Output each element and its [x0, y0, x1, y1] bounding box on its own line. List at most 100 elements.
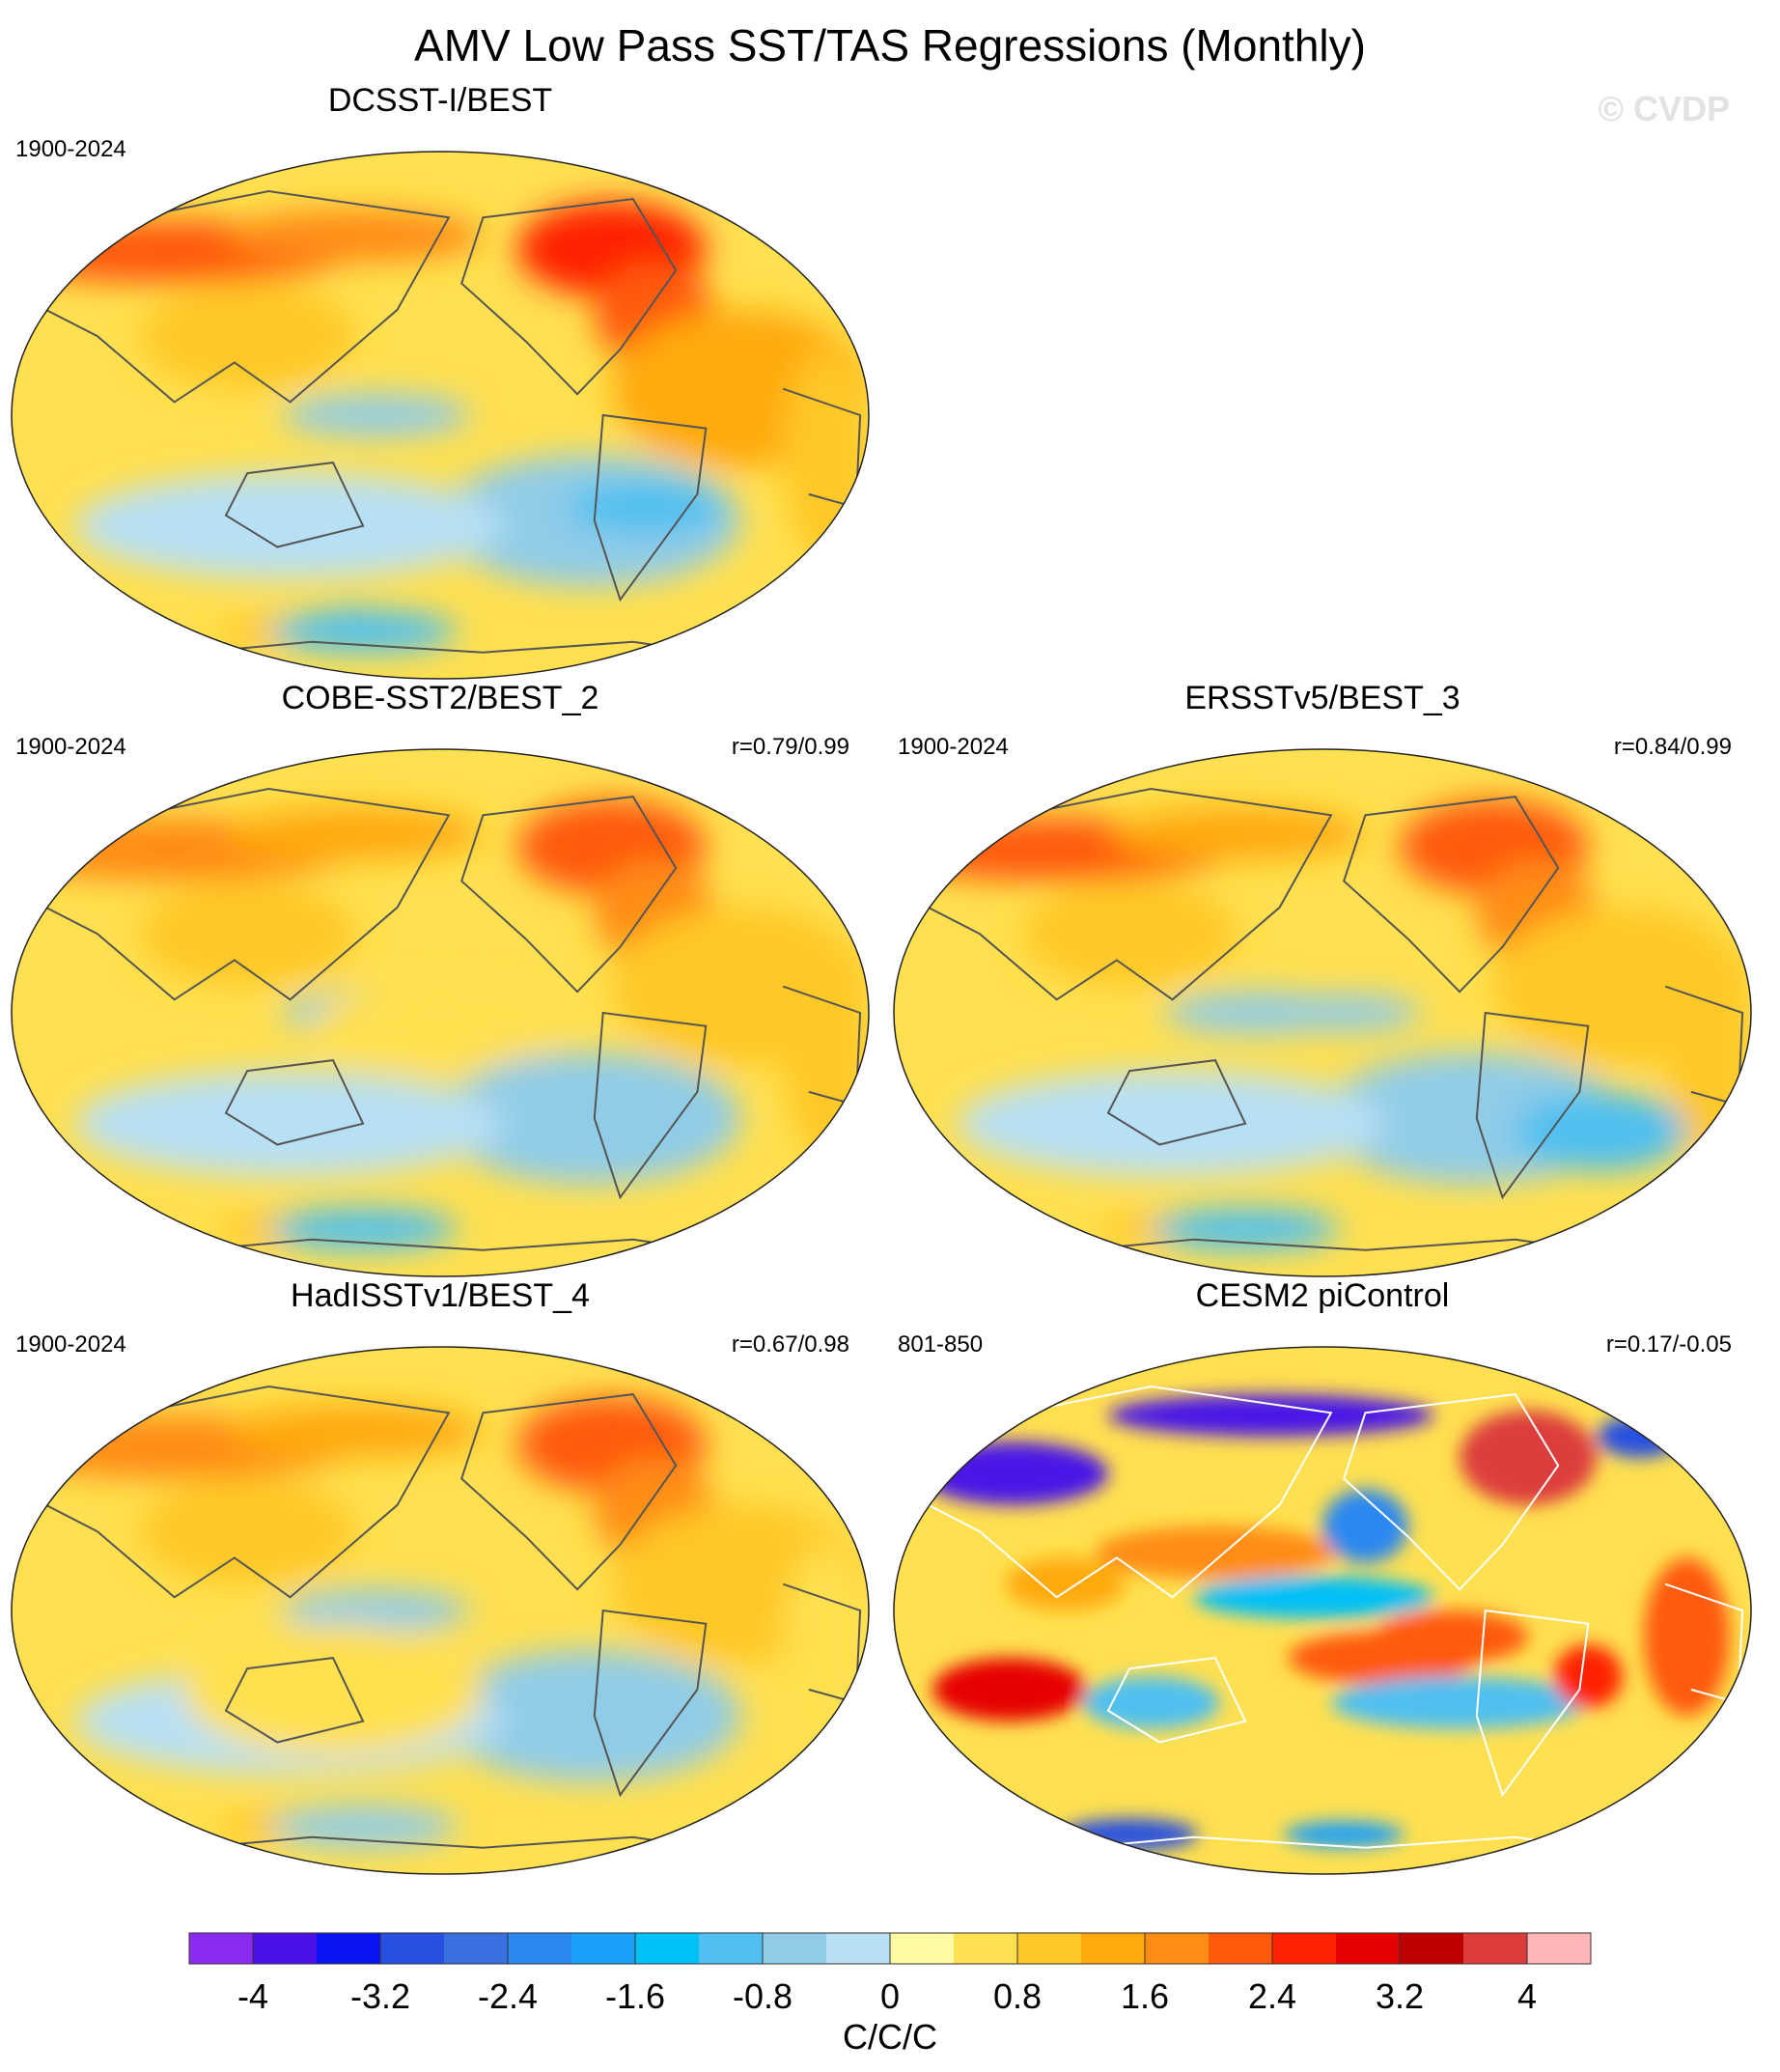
anomaly-region — [226, 210, 484, 263]
coastline — [782, 985, 862, 1106]
coastline — [224, 462, 365, 548]
anomaly-region — [1515, 1091, 1687, 1171]
colorbar-swatch — [1463, 1933, 1527, 1964]
panel-title: ERSSTv5/BEST_3 — [1184, 680, 1460, 716]
coastline — [593, 413, 708, 602]
anomaly-region — [281, 1589, 471, 1632]
map-panel: DCSST-I/BEST 1900-2024 — [11, 82, 870, 680]
anomaly-region — [1374, 1610, 1529, 1664]
map-field — [894, 749, 1751, 1276]
anomaly-region — [1644, 1557, 1730, 1717]
map-border — [893, 1346, 1752, 1875]
map-field — [12, 152, 869, 679]
main-title: AMV Low Pass SST/TAS Regressions (Monthl… — [414, 20, 1366, 70]
colorbar-tick-label: 0 — [880, 1976, 900, 2016]
panel-title: CESM2 piControl — [1196, 1277, 1450, 1314]
coastline — [224, 1059, 365, 1146]
colorbar-swatch — [1527, 1933, 1591, 1964]
coastline — [1475, 1011, 1590, 1200]
colorbar-swatch — [508, 1933, 571, 1964]
anomaly-region — [1284, 1821, 1405, 1848]
colorbar-tick-label: 0.8 — [993, 1976, 1042, 2016]
coastline — [782, 1582, 862, 1704]
panel-period: 1900-2024 — [15, 136, 126, 162]
colorbar-swatch — [380, 1933, 444, 1964]
colorbar-swatch — [826, 1933, 890, 1964]
coastline — [1664, 1582, 1744, 1704]
map-border — [11, 1346, 870, 1875]
map-border — [11, 748, 870, 1277]
anomaly-region — [182, 1623, 484, 1756]
anomaly-region — [268, 1208, 458, 1250]
panel-period: 1900-2024 — [898, 734, 1009, 760]
colorbar-tick-label: 3.2 — [1376, 1976, 1424, 2016]
map-panel: ERSSTv5/BEST_3 1900-2024 r=0.84/0.99 — [893, 680, 1752, 1277]
anomaly-region — [783, 1544, 869, 1756]
watermark: © CVDP — [1598, 89, 1730, 128]
panel-correlation: r=0.67/0.98 — [732, 1331, 849, 1358]
anomaly-region — [1330, 1676, 1589, 1729]
coastlines — [18, 1385, 862, 1855]
anomaly-region — [1108, 1394, 1434, 1437]
map-field — [12, 1347, 869, 1874]
coastline — [1475, 1609, 1590, 1798]
anomaly-region — [958, 1071, 1387, 1177]
coastline — [460, 796, 678, 994]
colorbar-swatch — [1336, 1933, 1400, 1964]
colorbar-swatch — [1017, 1933, 1081, 1964]
anomaly-region — [1322, 1489, 1408, 1563]
map-panel: CESM2 piControl 801-850 r=0.17/-0.05 — [893, 1277, 1752, 1875]
coastline — [18, 787, 451, 1001]
coastline — [1343, 796, 1560, 994]
colorbar-swatch — [890, 1933, 954, 1964]
anomaly-region — [1266, 994, 1422, 1032]
anomaly-region — [75, 473, 505, 579]
anomaly-region — [140, 1478, 355, 1584]
coastline — [460, 198, 678, 396]
coastline — [224, 1657, 365, 1744]
anomaly-region — [569, 481, 724, 534]
anomaly-region — [1193, 1576, 1434, 1619]
panel-correlation: r=0.79/0.99 — [732, 734, 849, 760]
colorbar-swatch — [1272, 1933, 1336, 1964]
coastline — [782, 387, 862, 509]
map-panel: COBE-SST2/BEST_2 1900-2024 r=0.79/0.99 — [11, 680, 870, 1277]
map-border — [893, 748, 1752, 1277]
anomaly-region — [1460, 1410, 1598, 1505]
anomaly-region — [783, 946, 869, 1159]
map-field — [12, 749, 869, 1276]
colorbar-swatch — [317, 1933, 380, 1964]
anomaly-region — [226, 807, 484, 860]
anomaly-region — [1151, 1208, 1340, 1250]
map-field — [894, 1347, 1751, 1874]
colorbar-swatch — [253, 1933, 317, 1964]
colorbar-swatch — [699, 1933, 763, 1964]
anomaly-region — [919, 1442, 1108, 1505]
panel-correlation: r=0.84/0.99 — [1614, 734, 1732, 760]
colorbar-tick-label: -2.4 — [478, 1976, 538, 2016]
map-panels: DCSST-I/BEST 1900-2024 COBE-SST2/BEST_2 190… — [11, 82, 1752, 1875]
colorbar-units: C/C/C — [843, 2017, 937, 2057]
anomaly-blobs — [894, 798, 1751, 1250]
coastline — [18, 1385, 451, 1599]
colorbar-swatch — [444, 1933, 508, 1964]
coastline — [1343, 1393, 1560, 1591]
colorbar-tick-label: 4 — [1517, 1976, 1537, 2016]
panel-period: 1900-2024 — [15, 1331, 126, 1358]
anomaly-region — [1005, 1557, 1126, 1610]
anomaly-region — [140, 283, 355, 389]
colorbar-tick-label: 1.6 — [1121, 1976, 1169, 2016]
anomaly-region — [1022, 881, 1238, 987]
coastline — [18, 189, 451, 404]
colorbar-swatch — [1145, 1933, 1209, 1964]
panel-title: DCSST-I/BEST — [328, 82, 552, 119]
anomaly-blobs — [12, 798, 869, 1250]
anomaly-region — [311, 986, 570, 1066]
colorbar-swatch — [635, 1933, 699, 1964]
coastline — [1106, 1059, 1247, 1146]
panel-period: 1900-2024 — [15, 734, 126, 760]
anomaly-region — [1082, 1676, 1220, 1729]
coastline — [901, 787, 1333, 1001]
coastline — [593, 1011, 708, 1200]
